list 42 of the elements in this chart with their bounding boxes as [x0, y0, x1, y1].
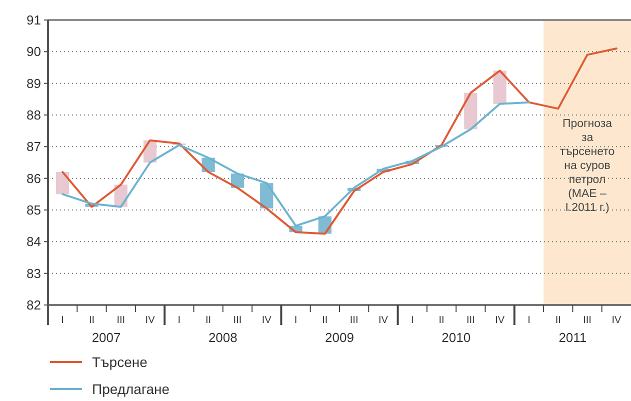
x-tick-label: II: [322, 315, 328, 326]
x-tick-label: I: [528, 315, 530, 326]
text: 2011: [558, 330, 587, 345]
y-tick-label: 83: [26, 266, 41, 281]
bar: [464, 92, 478, 130]
line-series: [62, 101, 530, 227]
y-tick-label: 90: [26, 44, 41, 60]
x-tick-label: III: [583, 315, 592, 326]
y-tick-label: 87: [26, 139, 41, 154]
x-tick-label: II: [88, 315, 95, 326]
text: 2010: [442, 330, 471, 345]
x-tick-label: II: [206, 315, 212, 326]
x-tick-label: IV: [495, 315, 505, 326]
x-tick-label: IV: [262, 315, 272, 326]
x-tick-label: I: [61, 315, 64, 326]
text: 2008: [208, 330, 238, 345]
x-tick-label: I: [178, 315, 181, 326]
y-tick-label: 88: [26, 108, 41, 123]
x-tick-label: III: [466, 315, 475, 326]
legend-label: Предлагане: [92, 380, 170, 397]
text: 2007: [92, 330, 121, 345]
x-tick-label: I: [294, 315, 298, 326]
x-tick-label: IV: [145, 315, 156, 326]
legend-label: Търсене: [92, 354, 148, 370]
x-tick-label: III: [233, 315, 242, 326]
x-tick-label: II: [438, 315, 444, 326]
line-series: [62, 48, 618, 235]
x-tick-label: III: [350, 315, 358, 326]
text: 2009: [325, 330, 354, 345]
y-tick-label: 86: [26, 170, 41, 186]
x-tick-label: II: [555, 315, 561, 326]
x-tick-label: IV: [612, 315, 622, 326]
y-tick-label: 85: [26, 202, 41, 218]
y-tick-label: 84: [26, 234, 41, 250]
y-tick-label: 89: [26, 76, 41, 91]
x-tick-label: IV: [378, 315, 388, 326]
bar: [56, 172, 70, 194]
x-tick-label: III: [116, 315, 126, 326]
y-tick-label: 91: [26, 12, 41, 28]
bar: [493, 70, 506, 104]
x-tick-label: I: [410, 315, 414, 326]
y-tick-label: 82: [26, 298, 41, 313]
